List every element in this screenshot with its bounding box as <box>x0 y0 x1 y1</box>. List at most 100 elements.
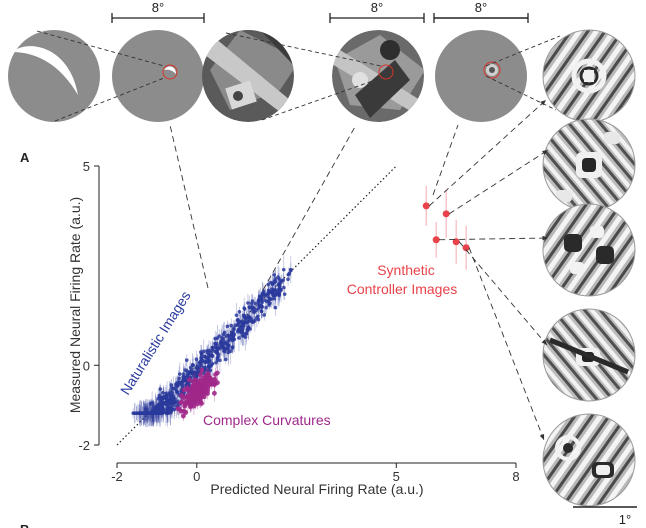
x-axis-label: Predicted Neural Firing Rate (a.u.) <box>210 481 423 497</box>
synthetic-point <box>422 202 430 210</box>
naturalistic-point <box>170 390 175 395</box>
naturalistic-point <box>165 407 170 411</box>
synthetic-arrow-line <box>439 237 549 241</box>
naturalistic-point <box>221 343 225 347</box>
x-tick-label: 8 <box>512 469 519 484</box>
scatter-plot: -2 0 5 8 -2 0 5 Predicted Neural Firing Rate … <box>67 99 549 497</box>
complex-point <box>181 387 187 393</box>
x-tick-label: 0 <box>193 469 200 484</box>
stimulus-natural-full <box>332 30 424 122</box>
x-tick-label: -2 <box>111 469 123 484</box>
naturalistic-point <box>235 318 240 323</box>
panel-label-b: B <box>20 522 29 528</box>
naturalistic-point <box>234 323 238 328</box>
complex-point <box>200 376 206 381</box>
complex-point <box>182 403 188 409</box>
naturalistic-point <box>184 358 189 362</box>
synthetic-point <box>462 244 470 252</box>
scale-bar-top-middle: 8° <box>329 0 425 23</box>
naturalistic-point <box>223 357 228 362</box>
naturalistic-point <box>272 296 277 301</box>
complex-point <box>191 403 197 409</box>
x-tick-label: 5 <box>393 469 400 484</box>
naturalistic-point <box>156 410 160 414</box>
naturalistic-point <box>144 407 148 412</box>
naturalistic-point <box>230 345 235 349</box>
naturalistic-point <box>272 281 276 285</box>
naturalistic-point <box>272 289 276 293</box>
complex-point <box>207 375 213 381</box>
naturalistic-point <box>218 358 222 363</box>
complex-point <box>178 400 184 406</box>
naturalistic-point <box>208 368 213 373</box>
naturalistic-point <box>276 287 281 292</box>
naturalistic-point <box>251 310 256 314</box>
naturalistic-point <box>277 293 281 298</box>
scale-bar-label: 8° <box>371 0 383 15</box>
naturalistic-point <box>199 352 204 356</box>
naturalistic-point <box>210 354 215 358</box>
naturalistic-point <box>281 267 286 272</box>
naturalistic-point <box>273 305 278 310</box>
scale-bar-top-right: 8° <box>433 0 529 23</box>
y-tick-label: -2 <box>78 438 90 453</box>
naturalistic-point <box>281 278 286 282</box>
naturalistic-point <box>241 313 246 318</box>
synthetic-arrow-line <box>458 241 548 346</box>
naturalistic-point <box>183 368 188 372</box>
naturalistic-point <box>232 337 237 342</box>
naturalistic-point <box>151 411 156 415</box>
naturalistic-point <box>164 402 169 406</box>
naturalistic-point <box>266 282 270 287</box>
naturalistic-point <box>258 294 263 299</box>
naturalistic-point <box>286 277 290 282</box>
scale-bar-label: 8° <box>475 0 487 15</box>
naturalistic-point <box>190 362 195 367</box>
naturalistic-point <box>287 271 292 276</box>
naturalistic-point <box>159 411 164 415</box>
stimulus-crescent-full <box>112 30 204 122</box>
naturalistic-point <box>273 277 278 281</box>
naturalistic-point <box>270 292 275 297</box>
naturalistic-point <box>170 386 175 390</box>
stimulus-crescent-zoom <box>8 30 100 122</box>
synthetic-image-3 <box>542 203 636 297</box>
complex-point <box>199 401 204 406</box>
naturalistic-point <box>249 301 254 306</box>
naturalistic-point <box>226 344 230 348</box>
naturalistic-point <box>194 357 199 362</box>
naturalistic-point <box>221 337 225 341</box>
naturalistic-point <box>161 396 166 400</box>
y-axis-label: Measured Neural Firing Rate (a.u.) <box>67 197 83 413</box>
complex-point <box>187 400 193 406</box>
naturalistic-point <box>178 372 182 376</box>
complex-point <box>198 388 203 394</box>
naturalistic-point <box>272 273 276 277</box>
naturalistic-point <box>241 331 246 336</box>
annotation-synthetic: Synthetic <box>377 262 435 278</box>
naturalistic-point <box>202 354 207 359</box>
naturalistic-point <box>258 298 263 303</box>
naturalistic-point <box>218 346 223 350</box>
naturalistic-point <box>223 340 227 344</box>
naturalistic-point <box>181 372 186 376</box>
naturalistic-point <box>173 400 177 404</box>
naturalistic-point <box>224 347 228 351</box>
naturalistic-point <box>269 280 273 285</box>
naturalistic-point <box>232 332 237 337</box>
naturalistic-point <box>229 323 233 328</box>
naturalistic-point <box>229 337 234 341</box>
naturalistic-point <box>159 399 164 403</box>
naturalistic-point <box>175 390 180 394</box>
synthetic-point <box>432 236 440 244</box>
naturalistic-point <box>282 285 286 290</box>
naturalistic-point <box>215 346 220 351</box>
series-complex <box>175 364 220 422</box>
synthetic-arrow-line <box>428 99 547 207</box>
naturalistic-point <box>262 313 267 317</box>
naturalistic-point <box>259 309 264 313</box>
synthetic-arrow-head <box>539 434 545 440</box>
naturalistic-point <box>164 391 168 396</box>
naturalistic-point <box>216 354 220 359</box>
